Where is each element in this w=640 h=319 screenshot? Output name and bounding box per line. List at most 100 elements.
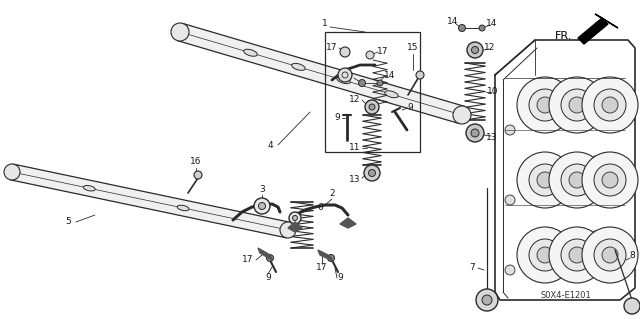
Text: 9: 9 <box>265 273 271 283</box>
Circle shape <box>537 247 553 263</box>
Text: 10: 10 <box>487 87 499 97</box>
Circle shape <box>292 216 298 220</box>
Polygon shape <box>177 23 465 124</box>
Text: 14: 14 <box>486 19 498 28</box>
Circle shape <box>602 97 618 113</box>
Text: 14: 14 <box>384 70 396 79</box>
Circle shape <box>280 222 296 238</box>
Text: 12: 12 <box>484 43 496 53</box>
Text: 4: 4 <box>267 140 273 150</box>
Circle shape <box>602 247 618 263</box>
Circle shape <box>4 164 20 180</box>
Circle shape <box>582 152 638 208</box>
Circle shape <box>171 23 189 41</box>
Circle shape <box>537 97 553 113</box>
Circle shape <box>259 203 266 210</box>
Text: 14: 14 <box>447 18 459 26</box>
Circle shape <box>529 89 561 121</box>
Text: 2: 2 <box>329 189 335 198</box>
Circle shape <box>529 239 561 271</box>
Circle shape <box>561 164 593 196</box>
Circle shape <box>369 169 376 176</box>
Circle shape <box>517 227 573 283</box>
Circle shape <box>358 79 365 86</box>
Polygon shape <box>10 164 290 238</box>
Text: 15: 15 <box>407 43 419 53</box>
Circle shape <box>482 295 492 305</box>
Text: 9: 9 <box>407 103 413 113</box>
Ellipse shape <box>177 205 189 211</box>
Text: 9: 9 <box>337 273 343 283</box>
Circle shape <box>505 265 515 275</box>
Text: 3: 3 <box>259 186 265 195</box>
Text: 12: 12 <box>349 95 361 105</box>
Circle shape <box>377 80 383 86</box>
Text: 5: 5 <box>65 218 71 226</box>
Circle shape <box>549 152 605 208</box>
Circle shape <box>366 51 374 59</box>
Circle shape <box>369 104 375 110</box>
Text: 17: 17 <box>326 43 338 53</box>
Text: 16: 16 <box>190 158 202 167</box>
Text: 1: 1 <box>322 19 328 28</box>
Circle shape <box>289 212 301 224</box>
Circle shape <box>624 298 640 314</box>
Circle shape <box>582 77 638 133</box>
Circle shape <box>416 71 424 79</box>
Circle shape <box>467 42 483 58</box>
Circle shape <box>569 247 585 263</box>
Circle shape <box>505 125 515 135</box>
Circle shape <box>582 227 638 283</box>
Polygon shape <box>258 248 272 260</box>
Circle shape <box>594 164 626 196</box>
Text: 14: 14 <box>341 73 353 83</box>
Polygon shape <box>595 14 618 28</box>
Circle shape <box>517 77 573 133</box>
Circle shape <box>561 89 593 121</box>
Circle shape <box>453 106 471 124</box>
Circle shape <box>594 239 626 271</box>
Circle shape <box>194 171 202 179</box>
Circle shape <box>364 165 380 181</box>
Circle shape <box>266 255 273 262</box>
Ellipse shape <box>83 186 95 191</box>
Circle shape <box>549 77 605 133</box>
Circle shape <box>569 97 585 113</box>
Circle shape <box>561 239 593 271</box>
Bar <box>325 32 420 152</box>
Text: FR.: FR. <box>555 31 572 41</box>
Text: 17: 17 <box>377 47 388 56</box>
Text: 8: 8 <box>629 251 635 261</box>
Circle shape <box>479 25 485 31</box>
Text: 17: 17 <box>243 256 253 264</box>
Circle shape <box>505 195 515 205</box>
Circle shape <box>338 68 352 82</box>
Polygon shape <box>288 222 302 232</box>
Circle shape <box>365 100 379 114</box>
Circle shape <box>466 124 484 142</box>
Circle shape <box>529 164 561 196</box>
Circle shape <box>340 47 350 57</box>
Text: 9: 9 <box>334 114 340 122</box>
Circle shape <box>471 129 479 137</box>
Text: S0X4-E1201: S0X4-E1201 <box>541 292 591 300</box>
Ellipse shape <box>244 49 257 56</box>
Circle shape <box>472 47 479 54</box>
Ellipse shape <box>292 63 305 70</box>
Circle shape <box>569 172 585 188</box>
Circle shape <box>254 198 270 214</box>
Ellipse shape <box>337 77 350 84</box>
Text: 7: 7 <box>469 263 475 272</box>
Text: 6: 6 <box>317 203 323 211</box>
Circle shape <box>328 255 335 262</box>
Text: 17: 17 <box>316 263 328 272</box>
Circle shape <box>476 289 498 311</box>
Text: 11: 11 <box>349 144 361 152</box>
Ellipse shape <box>385 91 398 98</box>
Circle shape <box>537 172 553 188</box>
Circle shape <box>458 25 465 32</box>
Polygon shape <box>578 18 608 44</box>
Circle shape <box>602 172 618 188</box>
Text: 13: 13 <box>349 175 361 184</box>
Circle shape <box>594 89 626 121</box>
